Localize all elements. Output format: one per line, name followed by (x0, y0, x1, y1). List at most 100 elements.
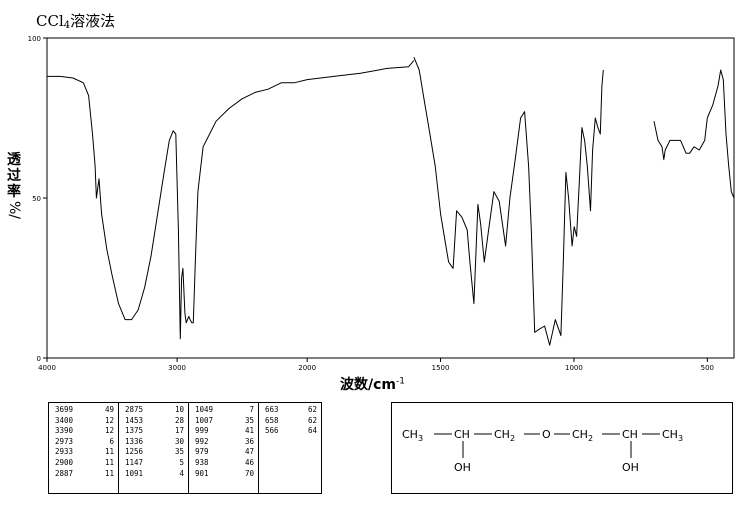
peak-wavenumber: 566 (265, 426, 279, 436)
peak-column: 3699 49 3400 12 3390 12 2973 6 2933 11 2900 11 2887 1… (49, 403, 119, 493)
x-axis-label: 波数/cm-1 (340, 374, 405, 394)
peak-column: 663 62 658 62 566 64 (259, 403, 321, 493)
peak-row: 658 62 (265, 416, 317, 427)
peak-wavenumber: 2887 (55, 468, 74, 478)
peak-wavenumber: 3390 (55, 426, 74, 436)
peak-transmittance: 12 (104, 415, 114, 425)
spectrum-series-1 (47, 60, 415, 340)
peak-wavenumber: 1375 (125, 426, 144, 436)
peak-transmittance: 41 (244, 426, 254, 436)
x-tick-label: 3000 (168, 364, 186, 372)
x-axis-label-sup: -1 (396, 376, 405, 387)
group-ch2-left: CH2 (494, 428, 515, 443)
peak-row: 1453 28 (125, 416, 184, 427)
peak-transmittance: 10 (174, 405, 184, 414)
peak-transmittance: 64 (307, 426, 317, 436)
peak-wavenumber: 1453 (125, 415, 144, 425)
peak-transmittance: 7 (249, 405, 254, 414)
peak-transmittance: 70 (244, 468, 254, 478)
peak-row: 901 70 (195, 469, 254, 480)
peak-wavenumber: 2933 (55, 447, 74, 457)
peak-row: 1147 5 (125, 458, 184, 469)
peak-row: 3699 49 (55, 405, 114, 416)
peak-wavenumber: 1147 (125, 457, 144, 467)
peak-wavenumber: 999 (195, 426, 209, 436)
peak-row: 2933 11 (55, 447, 114, 458)
y-tick-label: 50 (32, 195, 41, 203)
title-suffix: 溶液法 (70, 12, 116, 30)
group-oxygen: O (542, 428, 551, 441)
peak-row: 1336 30 (125, 437, 184, 448)
peak-row: 1256 35 (125, 447, 184, 458)
group-ch3-right: CH3 (662, 428, 683, 443)
peak-row: 663 62 (265, 405, 317, 416)
peak-wavenumber: 663 (265, 405, 279, 414)
group-ch2-right: CH2 (572, 428, 593, 443)
peak-wavenumber: 2875 (125, 405, 144, 414)
peak-transmittance: 35 (174, 447, 184, 457)
peak-transmittance: 47 (244, 447, 254, 457)
peak-row: 1007 35 (195, 416, 254, 427)
group-ch3-left: CH3 (402, 428, 423, 443)
x-tick-label: 1000 (565, 364, 583, 372)
title-subscript: 4 (63, 20, 71, 31)
group-oh-right: OH (622, 461, 639, 474)
peak-transmittance: 4 (179, 468, 184, 478)
peak-transmittance: 62 (307, 415, 317, 425)
x-axis-label-text: 波数/cm (340, 377, 396, 393)
peak-row: 999 41 (195, 426, 254, 437)
peak-wavenumber: 1256 (125, 447, 144, 457)
plot-border (46, 37, 735, 359)
peak-transmittance: 28 (174, 415, 184, 425)
peak-transmittance: 17 (174, 426, 184, 436)
peak-transmittance: 6 (109, 436, 114, 446)
peak-transmittance: 62 (307, 405, 317, 414)
peak-column: 2875 10 1453 28 1375 17 1336 30 1256 35 1147 5 1091 4 (119, 403, 189, 493)
peak-wavenumber: 979 (195, 447, 209, 457)
axis-ticks: 4000 3000 2000 1500 1000 500 0 50 100 (28, 35, 714, 372)
peak-wavenumber: 1091 (125, 468, 144, 478)
peak-transmittance: 46 (244, 457, 254, 467)
peak-row: 938 46 (195, 458, 254, 469)
peak-wavenumber: 2973 (55, 436, 74, 446)
peak-transmittance: 5 (179, 457, 184, 467)
y-axis-label-text: 透过率 (7, 152, 21, 200)
peak-wavenumber: 992 (195, 436, 209, 446)
peak-wavenumber: 3699 (55, 405, 74, 414)
peak-transmittance: 35 (244, 415, 254, 425)
peak-row: 566 64 (265, 426, 317, 437)
peak-row: 979 47 (195, 447, 254, 458)
peak-row: 1375 17 (125, 426, 184, 437)
peak-transmittance: 36 (244, 436, 254, 446)
x-tick-label: 2000 (298, 364, 316, 372)
spectrum-series-2 (413, 57, 604, 346)
peak-wavenumber: 658 (265, 415, 279, 425)
peak-wavenumber: 2900 (55, 457, 74, 467)
ir-spectrum-chart: 4000 3000 2000 1500 1000 500 0 50 100 (28, 35, 735, 372)
peak-transmittance: 30 (174, 436, 184, 446)
peak-wavenumber: 1336 (125, 436, 144, 446)
peak-transmittance: 12 (104, 426, 114, 436)
x-tick-label: 4000 (38, 364, 56, 372)
y-tick-label: 0 (37, 355, 41, 363)
peak-transmittance: 49 (104, 405, 114, 414)
peak-row: 992 36 (195, 437, 254, 448)
peak-row: 2900 11 (55, 458, 114, 469)
spectrum-series-3 (653, 69, 735, 199)
x-tick-label: 1500 (432, 364, 450, 372)
group-ch-right: CH (622, 428, 638, 441)
peak-row: 3400 12 (55, 416, 114, 427)
peak-row: 1049 7 (195, 405, 254, 416)
page-title: CCl4溶液法 (36, 10, 115, 31)
peak-transmittance: 11 (104, 447, 114, 457)
peak-row: 2973 6 (55, 437, 114, 448)
peak-table: 3699 49 3400 12 3390 12 2973 6 2933 11 2900 11 2887 1… (48, 402, 322, 494)
peak-row: 2887 11 (55, 469, 114, 480)
plot-frame (46, 37, 735, 359)
group-oh-left: OH (454, 461, 471, 474)
peak-wavenumber: 1007 (195, 415, 214, 425)
peak-transmittance: 11 (104, 468, 114, 478)
peak-row: 1091 4 (125, 469, 184, 480)
structure-box: CH3 CH CH2 O CH2 CH CH3 OH OH (391, 402, 733, 494)
title-main: CCl (36, 12, 64, 30)
